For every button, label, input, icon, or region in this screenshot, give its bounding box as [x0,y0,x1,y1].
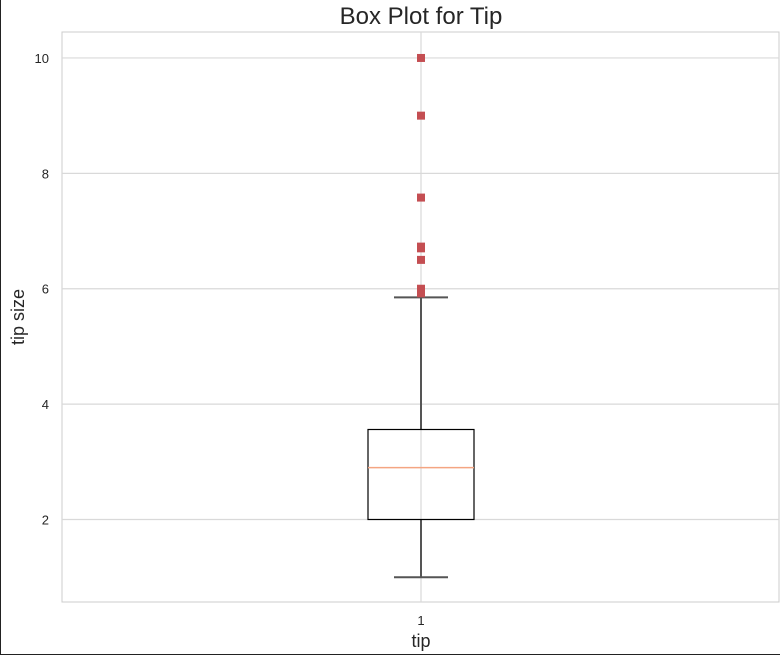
outlier-point [417,193,425,202]
box-plot-marks [367,53,475,579]
y-tick-labels: 2 4 6 8 10 [35,51,49,528]
y-tick-label: 6 [42,282,49,297]
y-tick-label: 8 [42,166,49,181]
y-tick-label: 2 [42,513,49,528]
iqr-box [367,428,475,521]
outlier-point [417,53,425,62]
outlier-point [417,244,425,253]
y-axis-label: tip size [8,289,28,345]
outlier-point [417,111,425,120]
y-tick-label: 4 [42,397,49,412]
x-tick-label: 1 [417,613,424,628]
outlier-point [417,289,425,298]
y-tick-label: 10 [35,51,49,66]
outlier-point [417,284,425,293]
outlier-point [417,255,425,264]
x-axis-label: tip [411,631,430,651]
chart-title: Box Plot for Tip [340,3,503,30]
